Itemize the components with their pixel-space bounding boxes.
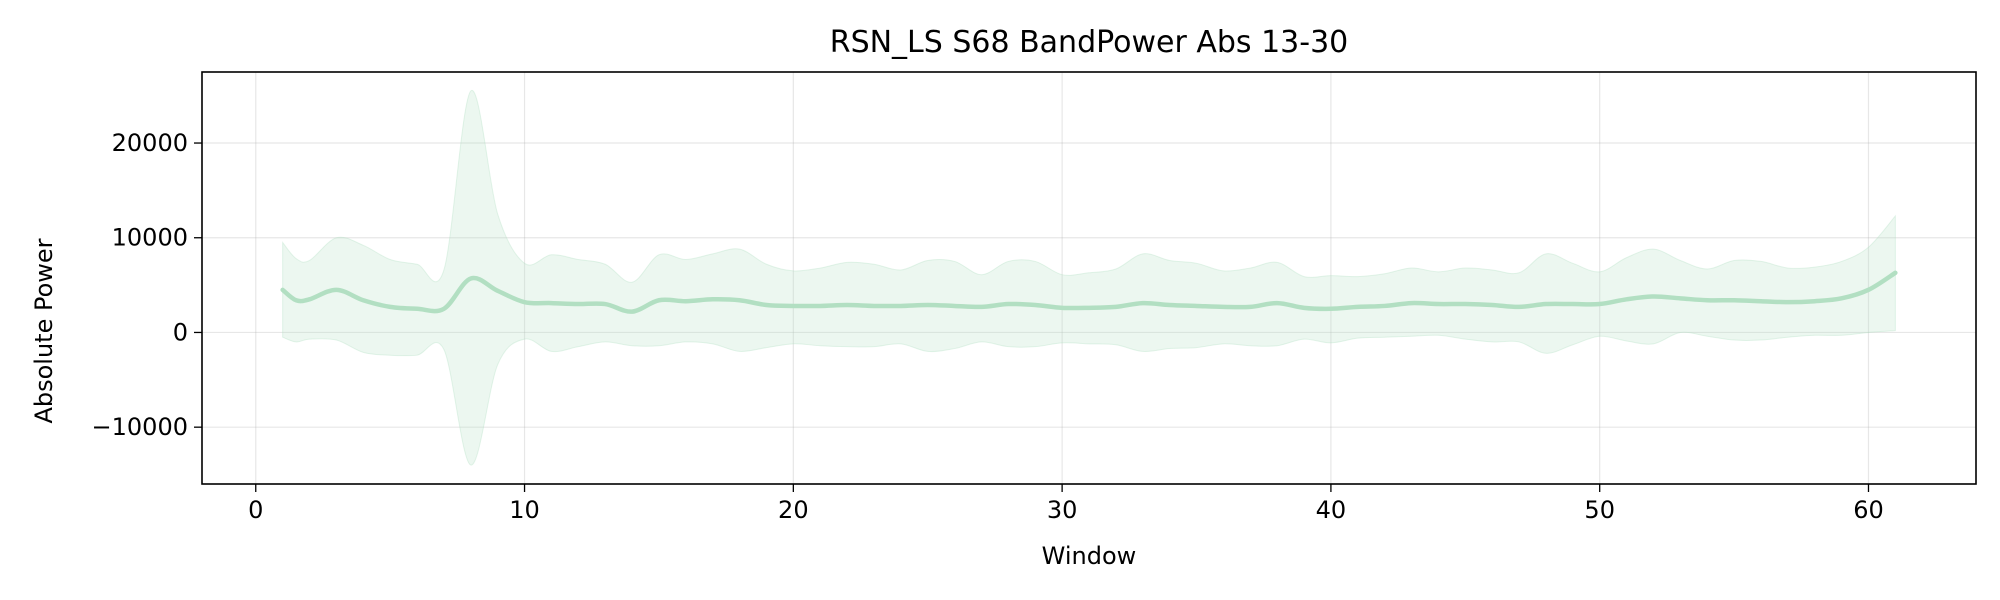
x-tick-label: 30 [1047,496,1078,524]
x-tick-label: 50 [1584,496,1615,524]
y-tick-label: 20000 [112,129,188,157]
series-range-band [282,90,1896,466]
y-axis-ticks: −10000 0 10000 20000 [92,129,202,441]
y-tick-label: 0 [173,318,188,346]
y-axis-title: Absolute Power [30,238,58,423]
grid [202,72,1976,484]
plot-area-frame [201,71,1977,485]
y-tick-label: 10000 [112,224,188,252]
x-tick-label: 0 [248,496,263,524]
chart-title: RSN_LS S68 BandPower Abs 13-30 [830,25,1349,60]
x-tick-label: 60 [1853,496,1884,524]
x-tick-label: 20 [778,496,809,524]
x-axis-ticks: 0 10 20 30 40 50 60 [248,484,1884,524]
x-axis-title: Window [1042,542,1137,570]
x-tick-label: 10 [509,496,540,524]
y-tick-label: −10000 [92,413,188,441]
x-tick-label: 40 [1316,496,1347,524]
series-mean-line [280,270,1898,314]
